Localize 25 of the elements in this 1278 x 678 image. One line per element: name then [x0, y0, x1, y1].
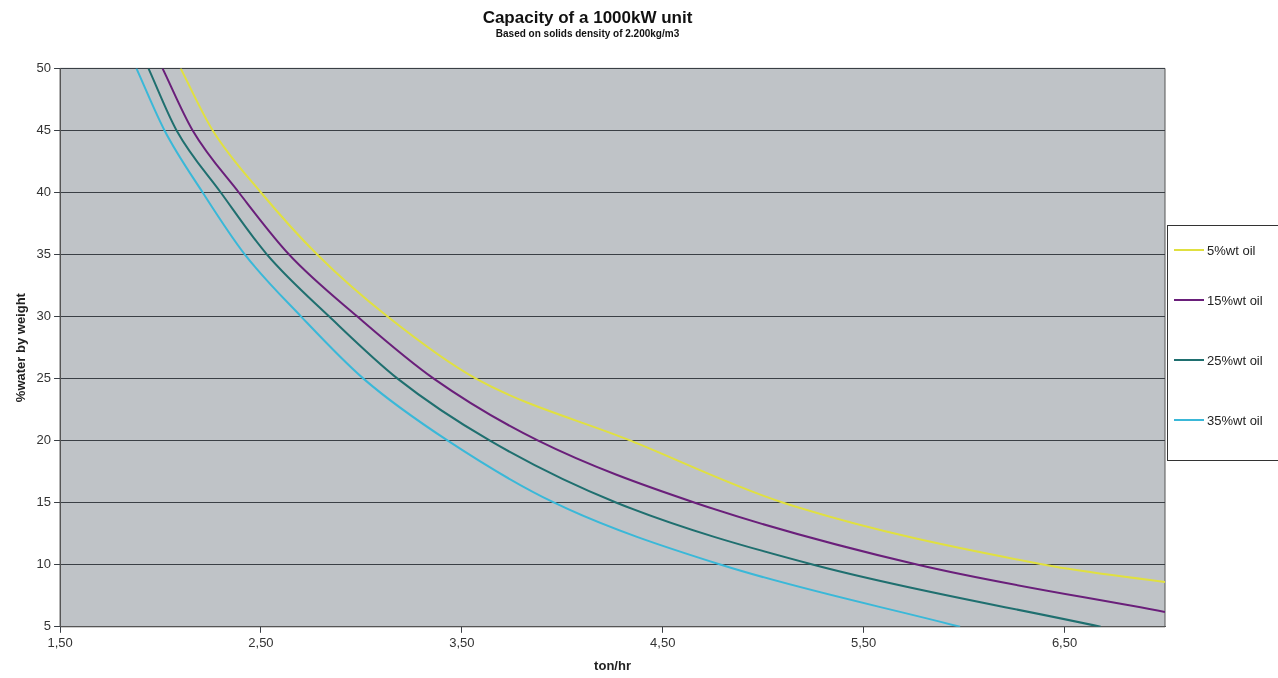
y-tick-label: 20 [36, 432, 52, 448]
y-tick-label: 15 [36, 494, 52, 510]
chart-subtitle: Based on solids density of 2.200kg/m3 [495, 28, 680, 40]
x-axis-title: ton/hr [594, 657, 631, 673]
y-tick-label: 10 [36, 556, 52, 572]
legend-label: 15%wt oil [1207, 292, 1263, 308]
y-tick-label: 30 [36, 308, 52, 324]
y-tick-label: 50 [36, 59, 52, 75]
x-tick-label: 1,50 [47, 635, 73, 651]
x-tick-label: 4,50 [650, 635, 676, 651]
y-axis-title: %water by weight [13, 292, 29, 403]
y-tick-label: 25 [36, 370, 52, 386]
legend-label: 25%wt oil [1207, 352, 1263, 368]
y-tick-label: 35 [36, 246, 52, 262]
legend-label: 5%wt oil [1207, 242, 1256, 258]
chart-title: Capacity of a 1000kW unit [482, 7, 693, 27]
x-tick-label: 5,50 [851, 635, 877, 651]
x-tick-label: 3,50 [449, 635, 475, 651]
y-tick-label: 45 [36, 122, 52, 138]
line-series [135, 68, 962, 627]
y-tick-label: 5 [43, 618, 52, 634]
x-tick-label: 6,50 [1051, 635, 1078, 651]
x-tick-label: 2,50 [248, 635, 274, 651]
legend-label: 35%wt oil [1207, 412, 1263, 428]
y-tick-label: 40 [36, 184, 52, 200]
